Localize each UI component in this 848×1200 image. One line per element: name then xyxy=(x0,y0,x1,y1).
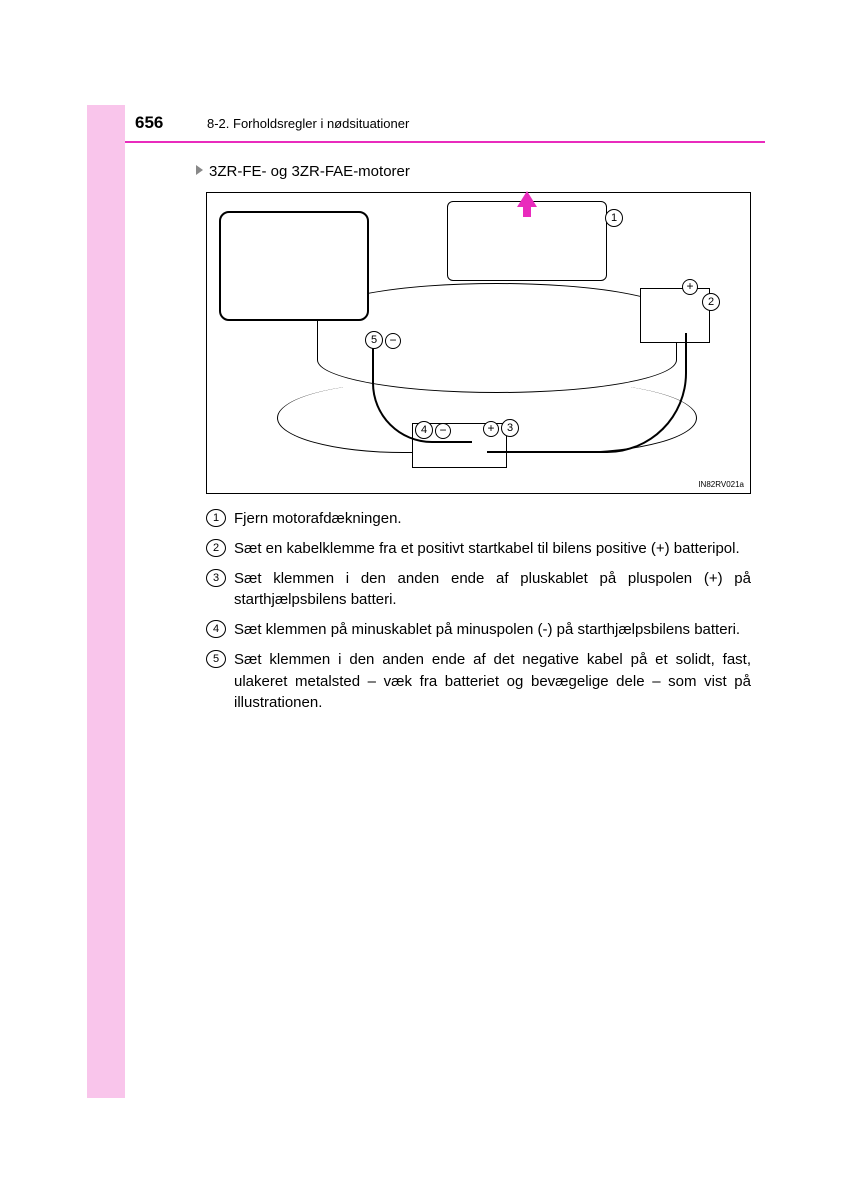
step-item: 4 Sæt klemmen på minuskablet på minuspol… xyxy=(206,619,751,641)
step-item: 2 Sæt en kabelklemme fra et positivt sta… xyxy=(206,538,751,560)
step-text: Sæt en kabelklemme fra et positivt start… xyxy=(234,538,751,560)
page-header: 656 8-2. Forholdsregler i nødsituationer xyxy=(125,105,742,141)
step-number: 5 xyxy=(206,650,226,668)
engine-subheading-text: 3ZR-FE- og 3ZR-FAE-motorer xyxy=(209,163,410,180)
callout-2: 2 xyxy=(702,293,720,311)
diagram-code: IN82RV021a xyxy=(698,480,744,489)
page-content: 3ZR-FE- og 3ZR-FAE-motorer 1 + 2 + 3 − 4… xyxy=(196,163,756,722)
step-text: Sæt klemmen i den anden ende af pluskabl… xyxy=(234,568,751,612)
step-list: 1 Fjern motorafdækningen. 2 Sæt en kabel… xyxy=(206,508,751,714)
step-number: 1 xyxy=(206,509,226,527)
plus-icon: + xyxy=(682,279,698,295)
step-item: 5 Sæt klemmen i den anden ende af det ne… xyxy=(206,649,751,714)
step-text: Sæt klemmen på minuskablet på minuspolen… xyxy=(234,619,751,641)
callout-4: 4 xyxy=(415,421,433,439)
step-item: 3 Sæt klemmen i den anden ende af pluska… xyxy=(206,568,751,612)
engine-subheading: 3ZR-FE- og 3ZR-FAE-motorer xyxy=(196,163,756,180)
step-text: Sæt klemmen i den anden ende af det nega… xyxy=(234,649,751,714)
jumper-cable-positive xyxy=(487,333,687,453)
minus-icon: − xyxy=(435,423,451,439)
remove-arrow-icon xyxy=(517,191,537,207)
header-rule xyxy=(125,141,765,143)
step-item: 1 Fjern motorafdækningen. xyxy=(206,508,751,530)
step-number: 4 xyxy=(206,620,226,638)
detail-callout xyxy=(219,211,369,321)
page-number: 656 xyxy=(135,113,163,133)
callout-3: 3 xyxy=(501,419,519,437)
minus-icon: − xyxy=(385,333,401,349)
step-text: Fjern motorafdækningen. xyxy=(234,508,751,530)
engine-diagram: 1 + 2 + 3 − 4 − 5 IN82RV021a xyxy=(206,192,751,494)
triangle-bullet-icon xyxy=(196,165,203,175)
step-number: 2 xyxy=(206,539,226,557)
section-title: 8-2. Forholdsregler i nødsituationer xyxy=(207,116,409,131)
plus-icon: + xyxy=(483,421,499,437)
callout-1: 1 xyxy=(605,209,623,227)
step-number: 3 xyxy=(206,569,226,587)
side-tab xyxy=(87,105,125,1098)
callout-5: 5 xyxy=(365,331,383,349)
